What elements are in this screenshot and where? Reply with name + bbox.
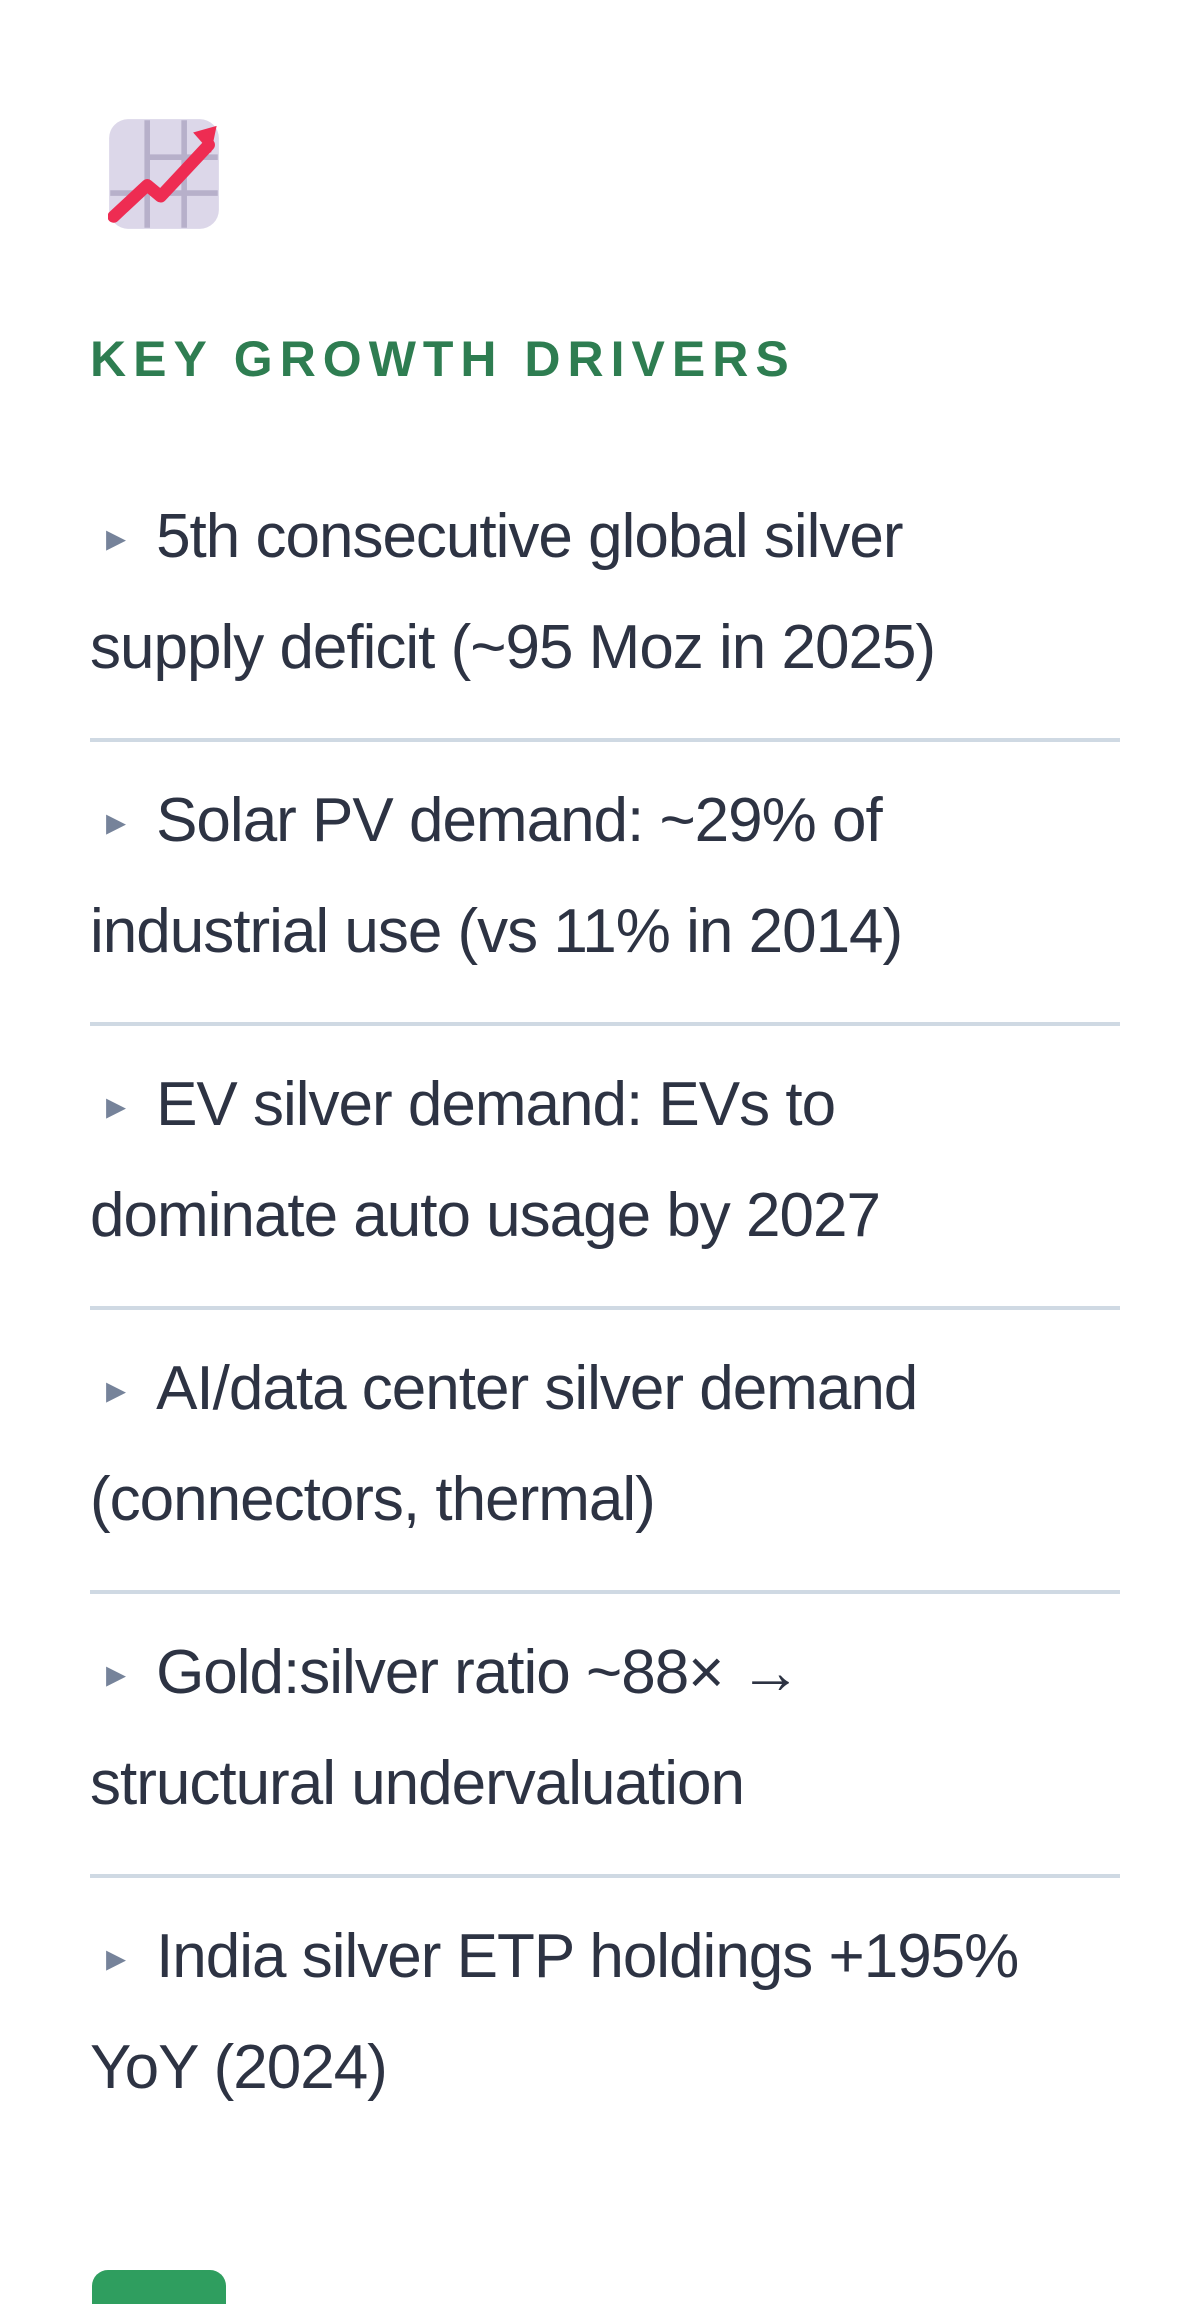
item-text-line2: (connectors, thermal) [90, 1465, 656, 1534]
item-text-line1: 5th consecutive global silver [156, 502, 903, 571]
growth-drivers-list: ▸ 5th consecutive global silver supply de… [90, 485, 1160, 2158]
bullet-icon: ▸ [106, 516, 127, 560]
key-growth-drivers-section: KEY GROWTH DRIVERS ▸ 5th consecutive glob… [0, 118, 1200, 2158]
bullet-icon: ▸ [106, 1084, 127, 1128]
bullet-icon: ▸ [106, 1652, 127, 1696]
bullet-icon: ▸ [106, 800, 127, 844]
item-text-line1: Solar PV demand: ~29% of [156, 786, 883, 855]
chart-increasing-icon [108, 119, 219, 229]
list-item: ▸ Gold:silver ratio ~88× → structural und… [90, 1594, 1120, 1878]
next-section-partial-icon [92, 2270, 226, 2304]
item-text-line2: industrial use (vs 11% in 2014) [90, 897, 903, 966]
list-item: ▸ India silver ETP holdings +195% YoY (20… [90, 1878, 1120, 2158]
bullet-icon: ▸ [106, 1936, 127, 1980]
item-text-line2: YoY (2024) [90, 2033, 388, 2102]
bullet-icon: ▸ [106, 1368, 127, 1412]
item-text-line1: AI/data center silver demand [156, 1354, 918, 1423]
page: { "colors": { "bg": "#ffffff", "accent":… [0, 118, 1200, 2304]
item-text-line2: dominate auto usage by 2027 [90, 1181, 881, 1250]
item-text-line1: EV silver demand: EVs to [156, 1070, 836, 1139]
item-text-line2: supply deficit (~95 Moz in 2025) [90, 613, 936, 682]
list-item: ▸ Solar PV demand: ~29% of industrial use… [90, 742, 1120, 1026]
item-text-line2: structural undervaluation [90, 1749, 745, 1818]
list-item: ▸ EV silver demand: EVs to dominate auto … [90, 1026, 1120, 1310]
list-item: ▸ 5th consecutive global silver supply de… [90, 485, 1120, 742]
section-heading: KEY GROWTH DRIVERS [90, 331, 796, 387]
list-item: ▸ AI/data center silver demand (connector… [90, 1310, 1120, 1594]
item-text-line1: India silver ETP holdings +195% [156, 1922, 1019, 1991]
item-text-line1: Gold:silver ratio ~88× → [156, 1638, 802, 1707]
